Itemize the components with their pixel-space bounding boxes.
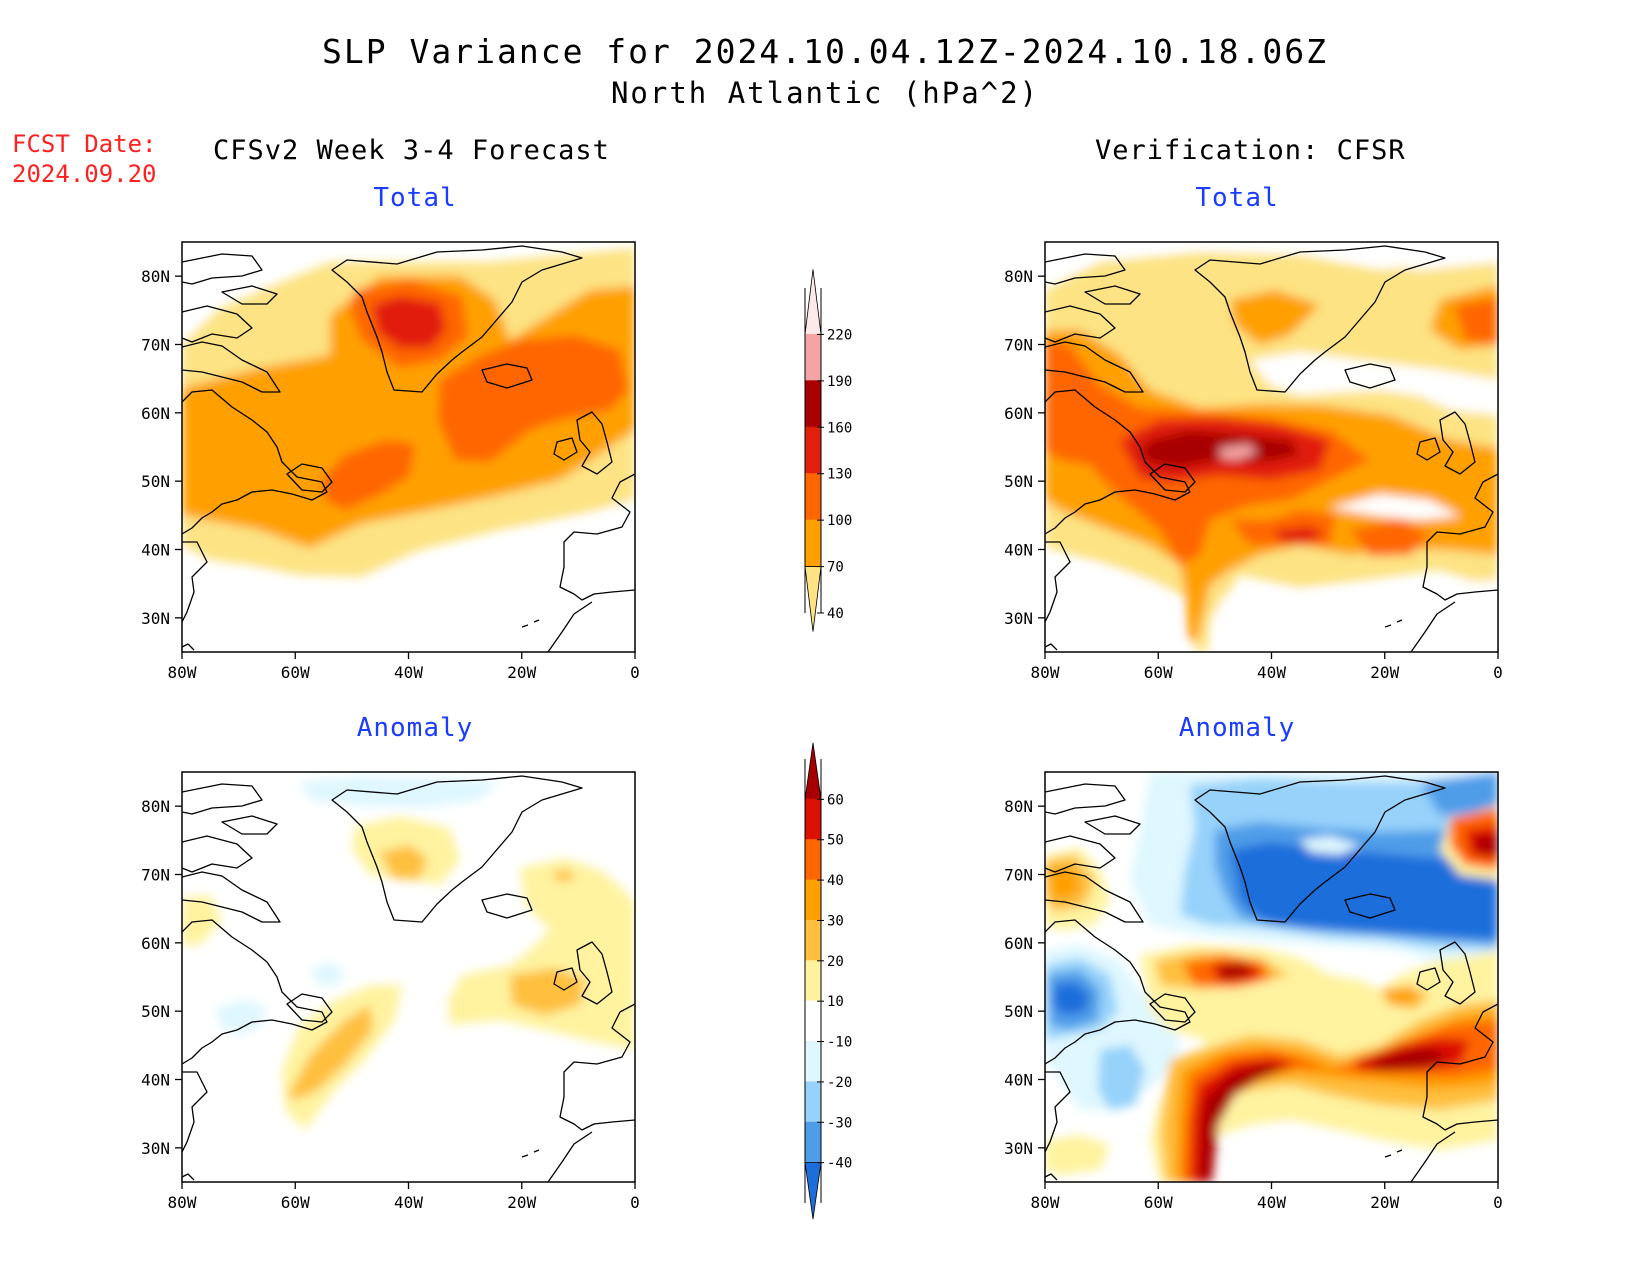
colorbar-tick-label: 40 xyxy=(827,873,844,889)
fcst-date-value: 2024.09.20 xyxy=(12,160,157,188)
lon-tick-label: 80W xyxy=(1031,663,1060,682)
lat-tick-label: 40N xyxy=(141,1071,170,1090)
lat-tick-label: 50N xyxy=(141,472,170,491)
colorbar-swatch xyxy=(804,1041,822,1083)
lat-tick-label: 80N xyxy=(1004,797,1033,816)
colorbar-swatch xyxy=(804,919,822,962)
lon-tick-label: 20W xyxy=(507,1193,536,1212)
fcst-date-label: FCST Date: xyxy=(12,130,157,158)
lat-tick-label: 30N xyxy=(141,1139,170,1158)
lat-tick-label: 50N xyxy=(1004,1002,1033,1021)
lon-tick-label: 40W xyxy=(1257,663,1286,682)
lat-tick-label: 60N xyxy=(141,404,170,423)
lon-tick-label: 60W xyxy=(1144,1193,1173,1212)
colorbar-tick-label: -40 xyxy=(827,1156,852,1172)
colorbar-swatch xyxy=(804,1121,822,1164)
panel-title-verification-total: Total xyxy=(1195,183,1279,213)
colorbar-tick-label: -30 xyxy=(827,1115,852,1131)
colorbar-tick-label: 40 xyxy=(827,606,844,622)
axes-layer: 80N 70N 60N 50N 40N 30N 80W 60W 40W 20W 0 80N 70N 60N… xyxy=(141,267,1503,1212)
lon-tick-label: 40W xyxy=(394,1193,423,1212)
colorbar-swatch xyxy=(804,380,822,428)
verification-column-heading: Verification: CFSR xyxy=(1095,135,1406,166)
lon-tick-label: 20W xyxy=(507,663,536,682)
forecast-column-heading: CFSv2 Week 3-4 Forecast xyxy=(213,135,610,166)
lat-tick-label: 80N xyxy=(141,267,170,286)
lon-tick-label: 40W xyxy=(1257,1193,1286,1212)
colorbar-swatch xyxy=(804,333,822,382)
lon-tick-label: 20W xyxy=(1370,663,1399,682)
colorbar-tick-label: 60 xyxy=(827,792,844,808)
lon-tick-label: 0 xyxy=(630,663,640,682)
colorbar-tick-label: 30 xyxy=(827,913,844,929)
map-verification-total xyxy=(1044,241,1499,653)
lat-tick-label: 50N xyxy=(1004,472,1033,491)
colorbar-tick-label: -20 xyxy=(827,1075,852,1091)
lat-tick-label: 60N xyxy=(1004,404,1033,423)
colorbar-swatch xyxy=(804,1000,822,1043)
lat-tick-label: 70N xyxy=(141,336,170,355)
lat-tick-label: 40N xyxy=(1004,1071,1033,1090)
colorbar-anomaly: 60 50 40 30 20 10 -10 -20 -30 -40 xyxy=(804,742,852,1220)
lon-tick-label: 60W xyxy=(281,663,310,682)
lon-tick-label: 0 xyxy=(1493,663,1503,682)
colorbar-swatch xyxy=(804,879,822,921)
lat-tick-label: 70N xyxy=(141,866,170,885)
colorbar-tick-label: -10 xyxy=(827,1035,852,1051)
main-title: SLP Variance for 2024.10.04.12Z-2024.10.… xyxy=(322,32,1328,71)
lat-tick-label: 80N xyxy=(141,797,170,816)
map-forecast-anomaly xyxy=(181,771,636,1183)
colorbar-tick-label: 160 xyxy=(827,420,852,436)
colorbar-tick-label: 130 xyxy=(827,467,852,483)
lon-tick-label: 80W xyxy=(168,1193,197,1212)
panel-title-forecast-total: Total xyxy=(373,183,457,213)
colorbar-swatch xyxy=(804,1081,822,1123)
colorbar-swatch xyxy=(804,519,822,568)
colorbar-tick-label: 190 xyxy=(827,374,852,390)
colorbar-tick-label: 70 xyxy=(827,560,844,576)
panel-title-verification-anomaly: Anomaly xyxy=(1178,713,1296,743)
lat-tick-label: 60N xyxy=(141,934,170,953)
lon-tick-label: 80W xyxy=(168,663,197,682)
colorbar-swatch xyxy=(804,798,822,841)
lon-tick-label: 0 xyxy=(1493,1193,1503,1212)
lat-tick-label: 40N xyxy=(1004,541,1033,560)
colorbar-swatch xyxy=(804,742,822,800)
lon-tick-label: 80W xyxy=(1031,1193,1060,1212)
colorbar-tick-label: 50 xyxy=(827,833,844,849)
lat-tick-label: 30N xyxy=(1004,1139,1033,1158)
colorbar-tick-label: 220 xyxy=(827,327,852,343)
colorbar-tick-label: 10 xyxy=(827,994,844,1010)
lat-tick-label: 60N xyxy=(1004,934,1033,953)
lat-tick-label: 30N xyxy=(141,609,170,628)
map-forecast-total xyxy=(181,241,636,653)
lon-tick-label: 40W xyxy=(394,663,423,682)
colorbar-swatch xyxy=(804,426,822,475)
lat-tick-label: 70N xyxy=(1004,336,1033,355)
lat-tick-label: 70N xyxy=(1004,866,1033,885)
panel-title-forecast-anomaly: Anomaly xyxy=(356,713,474,743)
lat-tick-label: 40N xyxy=(141,541,170,560)
colorbar-swatch xyxy=(804,566,822,632)
colorbar-tick-label: 100 xyxy=(827,513,852,529)
lon-tick-label: 60W xyxy=(1144,663,1173,682)
lon-tick-label: 0 xyxy=(630,1193,640,1212)
colorbar-swatch xyxy=(804,839,822,881)
lon-tick-label: 60W xyxy=(281,1193,310,1212)
colorbar-swatch xyxy=(804,473,822,521)
lat-tick-label: 80N xyxy=(1004,267,1033,286)
colorbar-swatch xyxy=(804,1162,822,1220)
lon-tick-label: 20W xyxy=(1370,1193,1399,1212)
colorbar-tick-label: 20 xyxy=(827,954,844,970)
map-verification-anomaly xyxy=(1044,771,1499,1183)
colorbar-swatch xyxy=(804,269,822,335)
lat-tick-label: 30N xyxy=(1004,609,1033,628)
subtitle-region-units: North Atlantic (hPa^2) xyxy=(610,76,1040,110)
lat-tick-label: 50N xyxy=(141,1002,170,1021)
colorbar-total: 220 190 160 130 100 70 40 xyxy=(804,269,852,632)
colorbar-swatch xyxy=(804,960,822,1002)
